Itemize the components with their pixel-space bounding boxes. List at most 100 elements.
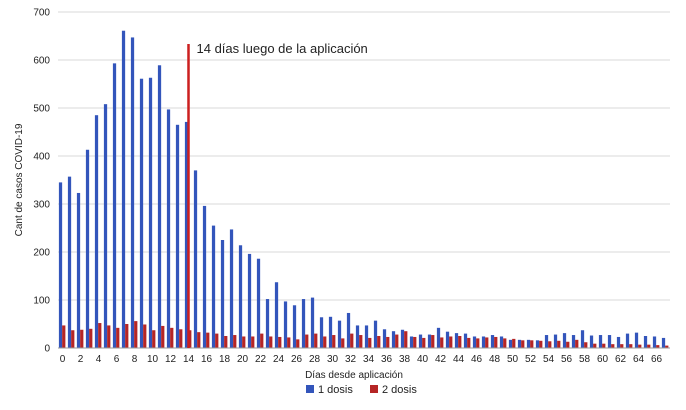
- y-tick-label-300: 300: [33, 200, 50, 211]
- bar-2-dosis-day-36: [386, 336, 390, 348]
- bar-1-dosis-day-60: [598, 335, 603, 348]
- bar-2-dosis-day-43: [449, 336, 453, 348]
- bar-2-dosis-day-32: [350, 333, 354, 348]
- bar-1-dosis-day-11: [157, 65, 162, 348]
- bar-2-dosis-day-8: [134, 321, 138, 348]
- x-tick-label-8: 8: [132, 354, 138, 365]
- bar-1-dosis-day-3: [85, 149, 90, 348]
- bar-1-dosis-day-58: [580, 330, 585, 348]
- bar-2-dosis-day-44: [458, 336, 462, 348]
- bar-1-dosis-day-39: [409, 336, 414, 348]
- bar-2-dosis-day-4: [98, 323, 102, 348]
- bar-2-dosis-day-10: [152, 330, 156, 348]
- bar-2-dosis-day-50: [512, 338, 516, 348]
- x-tick-label-46: 46: [471, 354, 483, 365]
- bar-1-dosis-day-38: [400, 329, 405, 348]
- bar-2-dosis-day-15: [197, 332, 201, 348]
- bar-2-dosis-day-0: [62, 325, 66, 348]
- bar-2-dosis-day-34: [368, 337, 372, 348]
- bar-1-dosis-day-23: [265, 299, 270, 348]
- bar-1-dosis-day-43: [445, 331, 450, 348]
- bar-2-dosis-day-31: [341, 338, 345, 348]
- bar-1-dosis-day-21: [247, 253, 252, 348]
- bar-2-dosis-day-27: [305, 334, 309, 348]
- bars: [58, 30, 669, 349]
- bar-2-dosis-day-47: [485, 337, 489, 348]
- bar-2-dosis-day-11: [161, 325, 165, 348]
- bar-2-dosis-day-24: [278, 336, 282, 348]
- y-axis-ticks: 0 100 200 300 400 500 600 700: [33, 8, 50, 355]
- bar-1-dosis-day-50: [508, 339, 513, 348]
- y-tick-label-200: 200: [33, 248, 50, 259]
- y-tick-label-100: 100: [33, 296, 50, 307]
- bar-1-dosis-day-47: [481, 336, 486, 348]
- bar-1-dosis-day-45: [463, 333, 468, 348]
- bar-1-dosis-day-20: [238, 245, 243, 348]
- bar-2-dosis-day-1: [71, 330, 75, 348]
- bar-1-dosis-day-44: [454, 333, 459, 348]
- bar-2-dosis-day-12: [170, 327, 174, 348]
- x-tick-label-56: 56: [561, 354, 573, 365]
- bar-2-dosis-day-14: [188, 330, 192, 348]
- bar-2-dosis-day-6: [116, 327, 120, 348]
- bar-2-dosis-day-26: [296, 339, 300, 348]
- x-tick-label-18: 18: [219, 354, 231, 365]
- bar-2-dosis-day-41: [431, 335, 435, 348]
- bar-1-dosis-day-34: [364, 325, 369, 348]
- x-tick-label-24: 24: [273, 354, 285, 365]
- bar-2-dosis-day-25: [287, 337, 291, 348]
- bar-2-dosis-day-42: [440, 337, 444, 348]
- bar-1-dosis-day-55: [553, 334, 558, 348]
- y-tick-label-500: 500: [33, 104, 50, 115]
- x-tick-label-58: 58: [579, 354, 591, 365]
- x-tick-label-26: 26: [291, 354, 303, 365]
- bar-2-dosis-day-45: [467, 337, 471, 348]
- bar-1-dosis-day-67: [661, 337, 666, 348]
- bar-2-dosis-day-67: [665, 345, 669, 348]
- bar-2-dosis-day-2: [80, 329, 84, 348]
- bar-1-dosis-day-48: [490, 335, 495, 348]
- bar-2-dosis-day-3: [89, 328, 93, 348]
- x-tick-label-0: 0: [60, 354, 66, 365]
- x-tick-label-38: 38: [399, 354, 411, 365]
- legend-label-1-dosis: 1 dosis: [318, 384, 353, 396]
- bar-1-dosis-day-33: [355, 325, 360, 348]
- bar-2-dosis-day-46: [476, 338, 480, 348]
- bar-1-dosis-day-0: [58, 182, 63, 348]
- bar-2-dosis-day-57: [575, 339, 579, 348]
- bar-1-dosis-day-18: [220, 240, 225, 348]
- bar-1-dosis-day-6: [112, 63, 117, 349]
- bar-1-dosis-day-65: [643, 336, 648, 348]
- bar-2-dosis-day-49: [503, 338, 507, 348]
- legend-swatch-1-dosis: [306, 385, 314, 393]
- bar-2-dosis-day-40: [422, 337, 426, 348]
- x-tick-label-4: 4: [96, 354, 102, 365]
- bar-1-dosis-day-27: [301, 299, 306, 348]
- x-tick-label-6: 6: [114, 354, 120, 365]
- bar-1-dosis-day-13: [175, 124, 180, 348]
- bar-1-dosis-day-52: [526, 339, 531, 348]
- bar-2-dosis-day-48: [494, 336, 498, 348]
- x-tick-label-60: 60: [597, 354, 609, 365]
- y-tick-label-700: 700: [33, 8, 50, 19]
- bar-2-dosis-day-28: [314, 333, 318, 348]
- bar-1-dosis-day-5: [103, 104, 108, 348]
- x-tick-label-54: 54: [543, 354, 555, 365]
- x-tick-label-14: 14: [183, 354, 195, 365]
- bar-1-dosis-day-14: [184, 121, 189, 348]
- bar-2-dosis-day-37: [395, 334, 399, 348]
- legend: 1 dosis 2 dosis: [306, 384, 417, 396]
- bar-1-dosis-day-37: [391, 331, 396, 348]
- x-tick-label-34: 34: [363, 354, 375, 365]
- bar-1-dosis-day-57: [571, 335, 576, 348]
- x-tick-label-16: 16: [201, 354, 213, 365]
- bar-2-dosis-day-61: [611, 344, 615, 348]
- bar-1-dosis-day-62: [616, 336, 621, 348]
- bar-1-dosis-day-41: [427, 334, 432, 348]
- x-tick-label-66: 66: [651, 354, 663, 365]
- x-tick-label-48: 48: [489, 354, 501, 365]
- bar-1-dosis-day-10: [148, 77, 153, 348]
- bar-1-dosis-day-63: [625, 333, 630, 348]
- bar-2-dosis-day-5: [107, 325, 111, 348]
- x-tick-label-62: 62: [615, 354, 627, 365]
